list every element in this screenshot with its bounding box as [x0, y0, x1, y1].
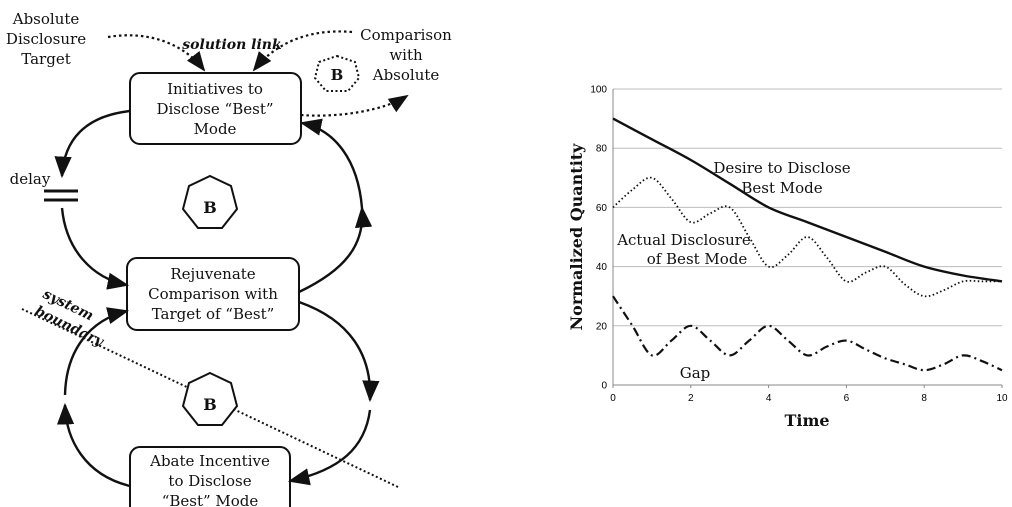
comparison-label-2: with — [389, 46, 423, 64]
y-tick-label: 60 — [596, 203, 608, 214]
absolute-target-label-1: Absolute — [12, 10, 80, 28]
y-tick-label: 0 — [601, 381, 607, 392]
small-loop-marker-label: B — [331, 66, 344, 84]
delay-label: delay — [10, 170, 51, 188]
node-abate-text-2: to Disclose — [168, 472, 251, 490]
bottom-loop-marker-heptagon — [181, 371, 239, 426]
line-chart: 0 20 40 60 80 100 0 2 4 6 8 10 Time Normalized Qua… — [567, 85, 1008, 431]
series-line-dotted — [612, 176, 1002, 298]
annotation-actual-2: of Best Mode — [647, 250, 748, 268]
node-rejuvenate-text-3: Target of “Best” — [152, 305, 275, 323]
top-loop-marker-label: B — [203, 198, 217, 217]
node-rejuvenate-text-2: Comparison with — [148, 285, 278, 303]
series-line-dash-dot — [612, 295, 1003, 372]
node-rejuvenate-text-1: Rejuvenate — [170, 265, 255, 283]
link-delay-to-rejuvenate — [60, 207, 130, 290]
annotation-desire-1: Desire to Disclose — [713, 159, 850, 177]
absolute-target-label-2: Disclosure — [6, 30, 86, 48]
node-abate-text-1: Abate Incentive — [149, 452, 270, 470]
link-abate-to-lower-left — [56, 402, 131, 488]
chart-axes — [612, 89, 1002, 386]
comparison-output-link — [300, 94, 409, 117]
x-axis-label: Time — [784, 411, 829, 430]
comparison-input-link — [252, 30, 353, 72]
causal-loop-diagram: Absolute Disclosure Target Comparison wi… — [6, 10, 452, 507]
absolute-target-label-3: Target — [21, 50, 70, 68]
link-right-arc-to-initiatives — [299, 118, 364, 209]
chart-series — [612, 117, 1003, 372]
link-initiatives-to-delay — [54, 109, 131, 179]
bottom-loop-marker-label: B — [203, 395, 217, 414]
chart-grid — [613, 88, 1002, 327]
annotation-actual-1: Actual Disclosure — [616, 231, 751, 249]
node-initiatives-text-3: Mode — [194, 120, 237, 138]
link-rejuvenate-to-right-arc — [298, 205, 373, 294]
node-initiatives-text-1: Initiatives to — [167, 80, 263, 98]
node-abate-text-3: “Best” Mode — [162, 492, 259, 507]
link-lower-right-to-abate — [287, 409, 372, 486]
x-tick-labels: 0 2 4 6 8 10 — [610, 385, 1008, 404]
y-tick-label: 80 — [596, 144, 608, 155]
node-initiatives-text-2: Disclose “Best” — [156, 100, 273, 118]
x-tick-label: 10 — [996, 393, 1008, 404]
y-axis-label: Normalized Quantity — [567, 143, 586, 331]
annotation-desire-2: Best Mode — [741, 179, 822, 197]
comparison-label-1: Comparison — [360, 26, 452, 44]
series-line-solid — [612, 117, 1003, 283]
small-loop-marker-heptagon — [313, 54, 361, 92]
x-tick-label: 0 — [610, 393, 616, 404]
absolute-target-link — [107, 34, 206, 72]
x-tick-label: 6 — [844, 393, 850, 404]
top-loop-marker-heptagon — [181, 174, 239, 229]
x-tick-label: 4 — [766, 393, 772, 404]
x-tick-label: 2 — [688, 393, 694, 404]
y-tick-labels: 0 20 40 60 80 100 — [590, 85, 607, 392]
link-lower-left-to-rejuvenate — [63, 307, 130, 396]
node-rejuvenate-box — [126, 257, 300, 331]
annotation-gap: Gap — [680, 364, 711, 382]
y-tick-label: 20 — [596, 321, 608, 332]
y-tick-label: 40 — [596, 262, 608, 273]
node-initiatives-box — [129, 72, 302, 145]
solution-link-label: solution link — [182, 37, 282, 53]
y-tick-label: 100 — [590, 85, 607, 96]
link-rejuvenate-to-lower-right — [298, 300, 380, 403]
comparison-label-3: Absolute — [372, 66, 440, 84]
x-tick-label: 8 — [921, 393, 927, 404]
